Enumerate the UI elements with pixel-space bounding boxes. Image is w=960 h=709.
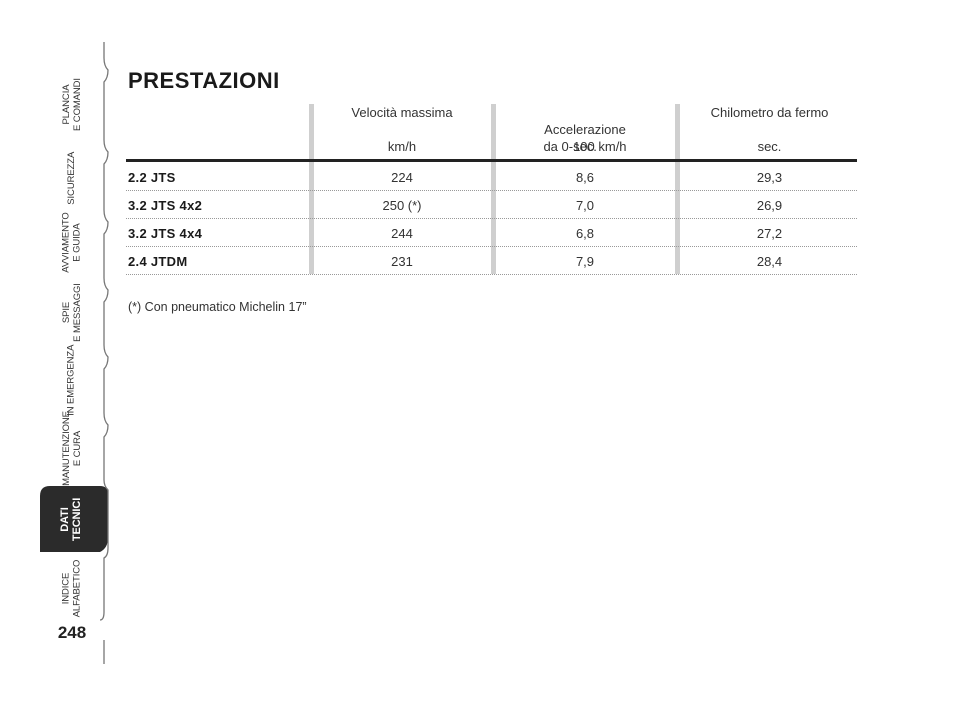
table-row: 3.2 JTS 4x4 244 6,8 27,2 bbox=[126, 219, 857, 247]
header-label: Chilometro da fermo bbox=[710, 105, 829, 120]
row-model: 3.2 JTS 4x4 bbox=[128, 226, 203, 241]
tab-indice-alfabetico[interactable]: INDICE ALFABETICO bbox=[40, 552, 104, 624]
header-accelerazione: Accelerazione da 0-100 km/h sec. bbox=[498, 104, 672, 156]
tab-sicurezza[interactable]: SICUREZZA bbox=[40, 142, 104, 214]
row-model: 2.2 JTS bbox=[128, 170, 176, 185]
cell-chilometro: 26,9 bbox=[756, 198, 783, 213]
row-divider bbox=[126, 274, 857, 275]
tab-label: PLANCIA E COMANDI bbox=[60, 77, 83, 131]
page-number: 248 bbox=[57, 623, 87, 642]
tab-label: DATI TECNICI bbox=[59, 497, 84, 541]
tab-spie-e-messaggi[interactable]: SPIE E MESSAGGI bbox=[40, 276, 104, 348]
header-chilometro-da-fermo: Chilometro da fermo sec. bbox=[682, 104, 857, 156]
tab-label: AVVIAMENTO E GUIDA bbox=[60, 211, 82, 273]
cell-chilometro: 28,4 bbox=[756, 254, 783, 269]
row-divider bbox=[126, 218, 857, 219]
table-row: 2.4 JTDM 231 7,9 28,4 bbox=[126, 247, 857, 275]
column-separator bbox=[309, 104, 314, 274]
cell-chilometro: 29,3 bbox=[756, 170, 783, 185]
cell-velocita: 250 (*) bbox=[382, 198, 422, 213]
cell-accelerazione: 8,6 bbox=[575, 170, 595, 185]
tab-in-emergenza[interactable]: IN EMERGENZA bbox=[40, 344, 104, 416]
tab-dati-tecnici[interactable]: DATI TECNICI bbox=[40, 486, 104, 552]
cell-velocita: 244 bbox=[391, 226, 413, 241]
header-label: Accelerazione da 0-100 km/h bbox=[543, 122, 627, 154]
header-velocita-massima: Velocità massima km/h bbox=[316, 104, 488, 156]
header-unit: sec. bbox=[757, 139, 782, 154]
chapter-tabs: PLANCIA E COMANDI SICUREZZA AVVIAMENTO E… bbox=[0, 0, 110, 709]
page-title: PRESTAZIONI bbox=[128, 68, 280, 93]
header-unit: km/h bbox=[387, 139, 417, 154]
cell-velocita: 224 bbox=[391, 170, 413, 185]
cell-accelerazione: 6,8 bbox=[575, 226, 595, 241]
row-divider bbox=[126, 246, 857, 247]
tab-avviamento-e-guida[interactable]: AVVIAMENTO E GUIDA bbox=[40, 206, 104, 278]
cell-accelerazione: 7,0 bbox=[575, 198, 595, 213]
tab-manutenzione-e-cura[interactable]: MANUTENZIONE E CURA bbox=[40, 410, 104, 486]
row-model: 3.2 JTS 4x2 bbox=[128, 198, 203, 213]
tab-label: INDICE ALFABETICO bbox=[60, 559, 82, 617]
table-row: 3.2 JTS 4x2 250 (*) 7,0 26,9 bbox=[126, 191, 857, 219]
column-separator bbox=[675, 104, 680, 274]
tab-edge-outline bbox=[40, 42, 109, 664]
header-rule bbox=[126, 159, 857, 162]
table-row: 2.2 JTS 224 8,6 29,3 bbox=[126, 163, 857, 191]
row-model: 2.4 JTDM bbox=[128, 254, 188, 269]
cell-accelerazione: 7,9 bbox=[575, 254, 595, 269]
row-divider bbox=[126, 190, 857, 191]
cell-chilometro: 27,2 bbox=[756, 226, 783, 241]
tab-label: MANUTENZIONE E CURA bbox=[60, 410, 83, 486]
header-label: Velocità massima bbox=[351, 105, 453, 120]
footnote: (*) Con pneumatico Michelin 17” bbox=[128, 300, 307, 314]
cell-velocita: 231 bbox=[391, 254, 413, 269]
tab-plancia-e-comandi[interactable]: PLANCIA E COMANDI bbox=[40, 58, 104, 150]
column-separator bbox=[491, 104, 496, 274]
tab-label: SICUREZZA bbox=[65, 151, 77, 205]
tab-label: SPIE E MESSAGGI bbox=[60, 282, 83, 342]
tab-label: IN EMERGENZA bbox=[65, 344, 77, 416]
header-unit: sec. bbox=[573, 139, 597, 154]
